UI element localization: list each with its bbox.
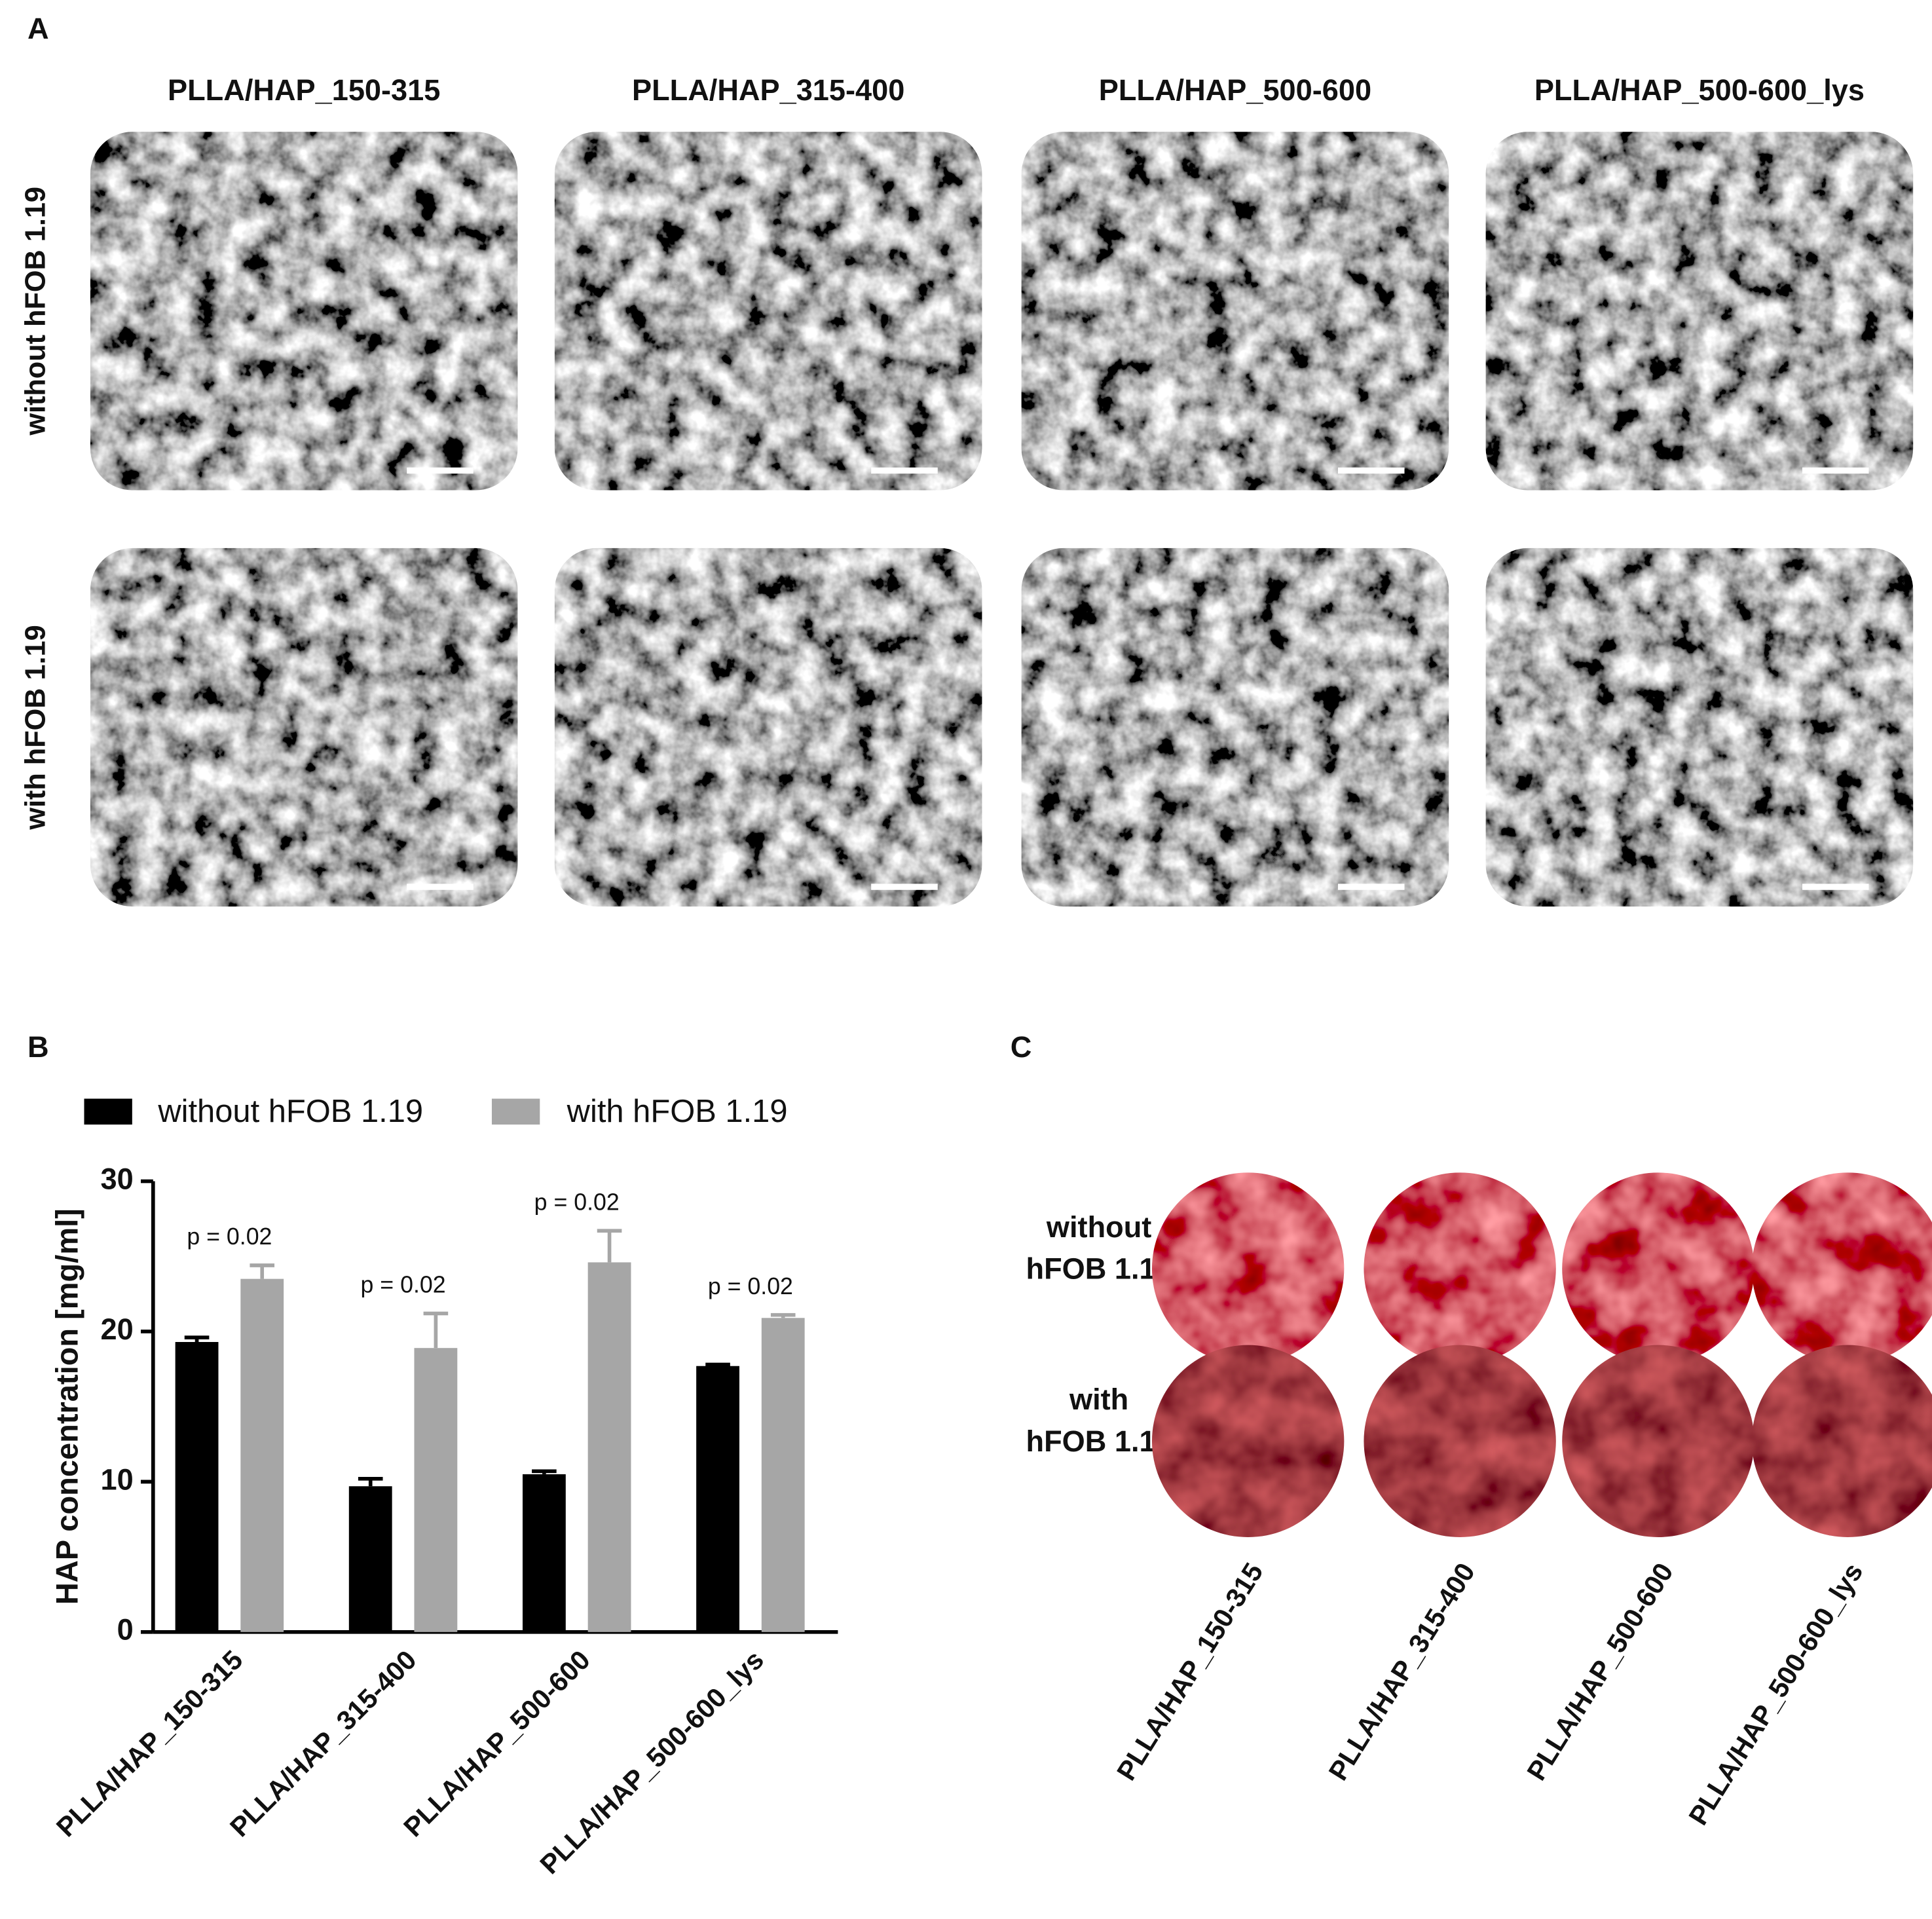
stained-scaffold <box>1151 1172 1345 1365</box>
y-tick-label: 0 <box>117 1613 134 1647</box>
legend-swatch <box>491 1098 540 1125</box>
y-tick-label: 10 <box>101 1463 134 1496</box>
column-title: PLLA/HAP_500-600_lys <box>1534 73 1865 107</box>
p-value: p = 0.02 <box>187 1223 272 1250</box>
x-tick-label: PLLA/HAP_315-400 <box>224 1645 422 1842</box>
sem-image <box>554 132 982 491</box>
panel-label: C <box>1011 1030 1032 1064</box>
panel-label: A <box>28 12 49 45</box>
stained-scaffold <box>1364 1172 1556 1365</box>
row-label: hFOB 1.19 <box>1026 1252 1172 1286</box>
error-bar <box>597 1229 622 1263</box>
bar <box>348 1486 392 1632</box>
column-label: PLLA/HAP_150-315 <box>1111 1557 1269 1785</box>
bar <box>522 1474 566 1632</box>
p-value: p = 0.02 <box>708 1273 793 1299</box>
row-label: with hFOB 1.19 <box>20 625 51 830</box>
column-title: PLLA/HAP_315-400 <box>632 73 904 107</box>
error-bar <box>532 1469 557 1474</box>
sem-image <box>90 132 518 491</box>
error-bar <box>250 1263 275 1279</box>
stained-scaffold <box>1562 1172 1755 1365</box>
error-bar <box>423 1311 449 1349</box>
sem-image <box>1485 132 1914 491</box>
x-tick-label: PLLA/HAP_150-315 <box>50 1645 248 1842</box>
column-label: PLLA/HAP_500-600 <box>1521 1557 1679 1785</box>
bar <box>761 1318 805 1632</box>
column-title: PLLA/HAP_500-600 <box>1099 73 1371 107</box>
legend-label: with hFOB 1.19 <box>567 1094 788 1129</box>
sem-image <box>1485 548 1914 907</box>
p-value: p = 0.02 <box>361 1271 446 1297</box>
row-label: without hFOB 1.19 <box>20 187 51 436</box>
y-tick-label: 30 <box>101 1162 134 1195</box>
row-label: without <box>1046 1210 1151 1244</box>
column-title: PLLA/HAP_150-315 <box>168 73 440 107</box>
stained-scaffold <box>1751 1345 1932 1537</box>
stained-scaffold <box>1364 1345 1556 1538</box>
bar <box>414 1348 458 1632</box>
y-axis-label: HAP concentration [mg/ml] <box>49 1208 84 1605</box>
y-tick-label: 20 <box>101 1313 134 1346</box>
sem-image <box>90 548 518 907</box>
sem-image <box>554 548 982 907</box>
legend-label: without hFOB 1.19 <box>157 1094 423 1129</box>
p-value: p = 0.02 <box>534 1189 620 1215</box>
column-label: PLLA/HAP_315-400 <box>1323 1557 1481 1785</box>
stained-scaffold <box>1151 1345 1345 1538</box>
bar <box>696 1366 739 1632</box>
error-bar <box>705 1362 730 1367</box>
legend-swatch <box>84 1098 132 1125</box>
stained-scaffold <box>1562 1345 1755 1538</box>
error-bar <box>770 1313 796 1318</box>
error-bar <box>184 1335 210 1343</box>
row-label: with <box>1069 1383 1128 1416</box>
row-label: hFOB 1.19 <box>1026 1425 1172 1458</box>
x-tick-label: PLLA/HAP_500-600 <box>398 1645 596 1842</box>
panel-label: B <box>28 1030 49 1064</box>
bar <box>587 1262 631 1632</box>
error-bar <box>358 1476 383 1487</box>
bar <box>240 1278 284 1632</box>
stained-scaffold <box>1751 1172 1932 1365</box>
sem-image <box>1021 548 1449 907</box>
sem-image <box>1021 132 1449 491</box>
bar <box>175 1342 219 1632</box>
column-label: PLLA/HAP_500-600_lys <box>1683 1557 1869 1830</box>
